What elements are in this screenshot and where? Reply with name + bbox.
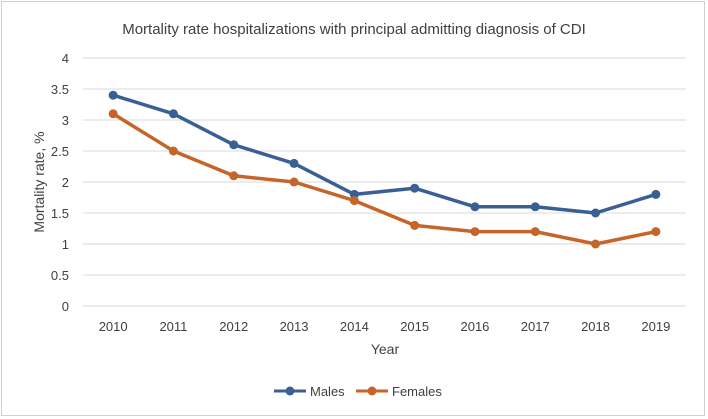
x-tick-label: 2011 — [159, 319, 187, 334]
data-point-males — [470, 202, 480, 212]
x-tick-label: 2010 — [99, 319, 128, 334]
data-point-males — [410, 183, 420, 193]
series-females — [108, 109, 661, 249]
x-tick-label: 2013 — [280, 319, 309, 334]
y-tick-label: 0 — [62, 299, 69, 314]
legend: Males Females — [274, 384, 442, 399]
y-tick-label: 3 — [62, 113, 69, 128]
data-point-females — [410, 220, 420, 230]
y-tick-label: 3.5 — [51, 82, 69, 97]
data-point-males — [349, 189, 359, 199]
x-tick-label: 2012 — [219, 319, 248, 334]
chart-title: Mortality rate hospitalizations with pri… — [122, 21, 586, 38]
y-tick-label: 4 — [62, 51, 69, 66]
data-point-males — [591, 208, 601, 218]
series-line-females — [112, 112, 657, 246]
y-axis-label: Mortality rate, % — [31, 131, 47, 232]
y-tick-label: 2 — [62, 175, 69, 190]
x-tick-label: 2017 — [521, 319, 550, 334]
gridlines — [83, 57, 686, 307]
y-tick-label: 1.5 — [51, 206, 69, 221]
legend-item-females: Females — [356, 384, 442, 399]
y-axis-ticks: 0 0.5 1 1.5 2 2.5 3 3.5 4 — [51, 51, 69, 314]
data-point-females — [349, 196, 359, 206]
y-tick-label: 0.5 — [51, 268, 69, 283]
data-point-females — [470, 227, 480, 237]
data-point-males — [530, 202, 540, 212]
series-layer — [108, 90, 661, 249]
data-point-males — [289, 158, 299, 168]
data-point-females — [289, 177, 299, 187]
y-tick-label: 2.5 — [51, 144, 69, 159]
data-point-males — [108, 90, 118, 100]
data-point-females — [168, 146, 178, 156]
y-tick-label: 1 — [62, 237, 69, 252]
x-tick-label: 2014 — [340, 319, 369, 334]
legend-marker-females — [367, 386, 377, 396]
data-point-males — [168, 109, 178, 119]
legend-label-females: Females — [392, 384, 442, 399]
data-point-females — [591, 239, 601, 249]
data-point-females — [108, 109, 118, 119]
x-tick-label: 2019 — [641, 319, 670, 334]
series-males — [108, 90, 661, 218]
x-axis-ticks: 2010 2011 2012 2013 2014 2015 2016 2017 2018 2019 — [99, 319, 671, 334]
x-axis-label: Year — [371, 341, 400, 357]
data-point-females — [530, 227, 540, 237]
series-line-males — [112, 93, 657, 215]
x-tick-label: 2018 — [581, 319, 610, 334]
data-point-females — [229, 171, 239, 181]
legend-label-males: Males — [310, 384, 345, 399]
data-point-females — [651, 227, 661, 237]
data-point-males — [651, 189, 661, 199]
legend-item-males: Males — [274, 384, 345, 399]
x-tick-label: 2015 — [400, 319, 429, 334]
x-tick-label: 2016 — [460, 319, 489, 334]
legend-marker-males — [285, 386, 295, 396]
data-point-males — [229, 140, 239, 150]
